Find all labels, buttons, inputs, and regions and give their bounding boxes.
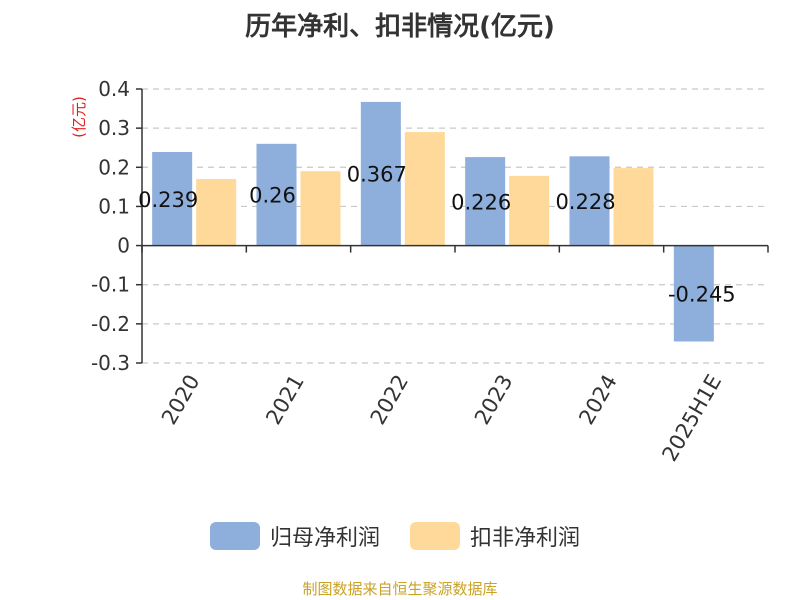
legend-item-series-1[interactable]: 扣非净利润 — [410, 520, 580, 552]
y-tick-label: 0.4 — [98, 77, 130, 101]
y-tick-label: 0 — [117, 234, 130, 258]
y-tick-label: -0.1 — [91, 273, 130, 297]
bar-0 — [256, 143, 297, 246]
data-label: 0.367 — [347, 163, 407, 187]
legend-label: 扣非净利润 — [470, 526, 581, 551]
legend-label: 归母净利润 — [270, 526, 381, 551]
y-tick-label: -0.2 — [91, 312, 130, 336]
data-label: -0.245 — [668, 283, 736, 307]
x-tick-label: 2020 — [157, 371, 205, 429]
bar-1 — [404, 132, 445, 246]
data-label: 0.226 — [451, 190, 511, 214]
x-tick-label: 2023 — [470, 371, 518, 429]
bar-0 — [152, 152, 193, 246]
y-tick-label: 0.2 — [98, 155, 130, 179]
bar-1 — [300, 171, 341, 246]
data-source-note: 制图数据来自恒生聚源数据库 — [302, 580, 498, 598]
bar-1 — [196, 179, 237, 246]
legend-swatch-icon — [410, 522, 460, 550]
legend-swatch-icon — [210, 522, 260, 550]
bar-1 — [509, 175, 550, 246]
x-tick-label: 2025H1E — [657, 371, 726, 466]
data-label: 0.228 — [555, 190, 615, 214]
y-axis-label: (亿元) — [70, 96, 88, 138]
bar-0 — [569, 156, 610, 246]
data-label: 0.26 — [249, 184, 296, 208]
data-label: 0.239 — [138, 188, 198, 212]
y-tick-label: -0.3 — [91, 351, 130, 375]
y-tick-label: 0.1 — [98, 194, 130, 218]
bar-0 — [465, 157, 506, 246]
x-tick-label: 2021 — [261, 371, 309, 429]
bar-1 — [613, 168, 654, 246]
legend-item-series-0[interactable]: 归母净利润 — [210, 520, 380, 552]
x-tick-label: 2024 — [574, 371, 622, 429]
bar-0 — [360, 101, 401, 246]
bar-0 — [673, 245, 714, 342]
x-tick-label: 2022 — [366, 371, 414, 429]
chart-title: 历年净利、扣非情况(亿元) — [245, 12, 555, 42]
y-tick-label: 0.3 — [98, 116, 130, 140]
